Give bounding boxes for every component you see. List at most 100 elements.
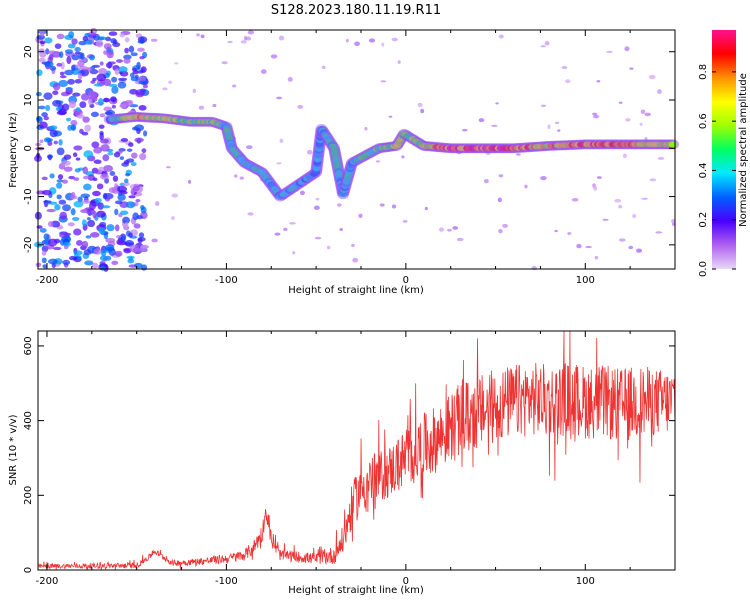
noise-speckle xyxy=(59,51,64,59)
noise-speckle xyxy=(557,129,561,132)
noise-speckle xyxy=(56,182,63,189)
noise-speckle xyxy=(655,231,663,234)
noise-speckle xyxy=(622,153,627,159)
noise-speckle xyxy=(61,160,71,166)
noise-speckle xyxy=(397,60,401,64)
noise-speckle xyxy=(92,177,98,182)
noise-speckle xyxy=(136,128,141,135)
noise-speckle xyxy=(61,103,70,111)
snr-series-line xyxy=(37,330,676,571)
noise-speckle xyxy=(43,116,50,121)
noise-speckle xyxy=(100,144,110,152)
noise-speckle xyxy=(596,80,601,83)
noise-speckle xyxy=(326,245,331,250)
noise-speckle xyxy=(498,174,504,178)
noise-speckle xyxy=(212,103,217,108)
noise-speckle xyxy=(247,212,254,216)
noise-speckle xyxy=(641,197,649,200)
noise-speckle xyxy=(44,37,53,44)
noise-speckle xyxy=(96,210,106,218)
noise-speckle xyxy=(380,80,387,83)
noise-speckle xyxy=(345,38,349,43)
noise-speckle xyxy=(65,87,73,91)
noise-speckle xyxy=(446,228,453,232)
noise-speckle xyxy=(585,245,593,249)
ridge-cell xyxy=(669,141,678,148)
noise-speckle xyxy=(52,246,62,251)
noise-speckle xyxy=(116,59,123,63)
noise-speckle xyxy=(92,262,99,269)
noise-speckle xyxy=(59,75,67,79)
noise-speckle xyxy=(50,220,61,228)
noise-speckle xyxy=(63,241,71,247)
noise-speckle xyxy=(95,39,104,48)
noise-speckle xyxy=(111,85,119,94)
noise-speckle xyxy=(39,40,46,45)
noise-speckle xyxy=(108,83,118,88)
noise-speckle xyxy=(98,68,108,75)
noise-speckle xyxy=(354,41,361,47)
y-tick-label: 20 xyxy=(23,45,34,58)
noise-speckle xyxy=(484,179,489,184)
noise-speckle xyxy=(128,232,133,238)
noise-speckle xyxy=(43,92,53,100)
noise-speckle xyxy=(314,236,322,240)
noise-speckle xyxy=(77,60,85,68)
noise-speckle xyxy=(81,131,89,136)
noise-speckle xyxy=(491,124,498,127)
noise-speckle xyxy=(498,228,503,234)
y-tick-label: -20 xyxy=(23,237,34,253)
noise-speckle xyxy=(93,248,102,255)
noise-speckle xyxy=(96,183,104,190)
noise-speckle xyxy=(77,72,83,80)
noise-speckle xyxy=(124,37,130,43)
noise-speckle xyxy=(162,87,168,91)
noise-speckle xyxy=(129,244,140,253)
noise-speckle xyxy=(98,166,105,172)
noise-speckle xyxy=(115,235,122,239)
noise-speckle xyxy=(554,229,558,233)
noise-speckle xyxy=(618,204,623,209)
noise-speckle xyxy=(245,145,253,150)
noise-speckle xyxy=(41,257,47,264)
noise-speckle xyxy=(100,138,109,144)
noise-speckle xyxy=(524,184,528,189)
noise-speckle xyxy=(100,255,108,262)
noise-speckle xyxy=(297,104,304,109)
noise-speckle xyxy=(99,132,104,141)
noise-speckle xyxy=(632,213,637,219)
noise-speckle xyxy=(133,223,141,229)
noise-speckle xyxy=(136,61,141,70)
noise-speckle xyxy=(139,55,145,60)
noise-speckle xyxy=(150,38,158,42)
noise-speckle xyxy=(137,47,145,52)
colorbar: 0.0 0.2 0.4 0.6 0.8 Normalized spectral ampl… xyxy=(698,30,749,277)
noise-speckle xyxy=(139,245,148,252)
noise-speckle xyxy=(58,139,63,146)
noise-speckle xyxy=(104,111,113,116)
noise-speckle xyxy=(83,150,94,158)
noise-speckle xyxy=(68,100,77,109)
noise-speckle xyxy=(102,192,108,200)
noise-speckle xyxy=(38,48,45,52)
noise-speckle xyxy=(339,228,344,231)
noise-speckle xyxy=(76,114,85,119)
noise-speckle xyxy=(87,67,93,72)
noise-speckle xyxy=(531,266,538,271)
noise-speckle xyxy=(100,173,109,180)
noise-speckle xyxy=(644,112,651,117)
noise-speckle xyxy=(135,89,146,96)
noise-speckle xyxy=(168,80,172,84)
snr-frame xyxy=(37,330,676,571)
noise-speckle xyxy=(85,235,92,239)
noise-speckle xyxy=(59,71,65,76)
noise-speckle xyxy=(62,179,68,184)
noise-speckle xyxy=(540,104,547,107)
noise-speckle xyxy=(124,47,129,54)
noise-speckle xyxy=(132,185,140,192)
noise-speckle xyxy=(128,45,135,53)
noise-speckle xyxy=(544,41,550,46)
noise-speckle xyxy=(671,219,676,224)
figure-title: S128.2023.180.11.19.R11 xyxy=(271,3,441,18)
